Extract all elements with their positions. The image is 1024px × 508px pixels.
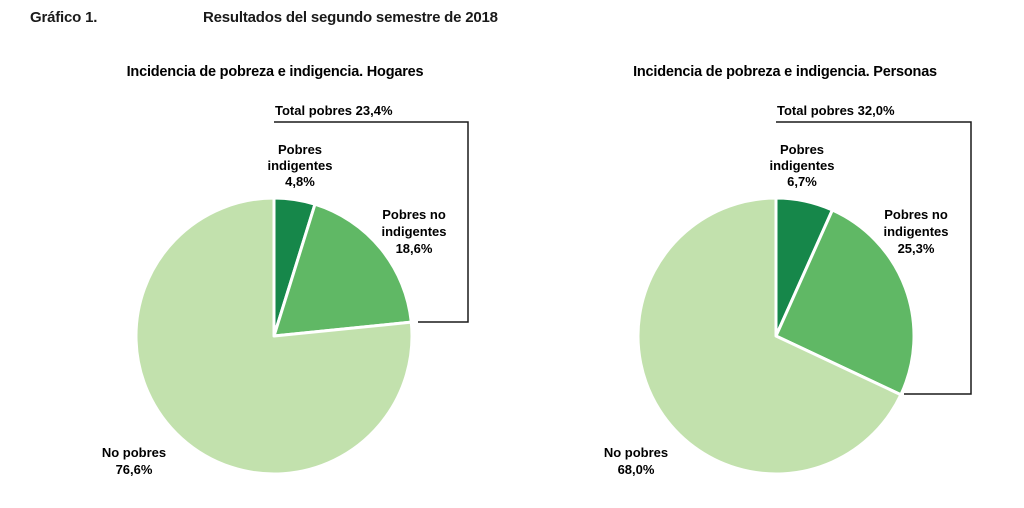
slice-label-no-indigentes-line2: indigentes bbox=[381, 224, 446, 239]
figure-title: Resultados del segundo semestre de 2018 bbox=[203, 9, 498, 26]
pie-hogares bbox=[134, 196, 414, 476]
slice-value-indigentes: 6,7% bbox=[787, 174, 817, 189]
slice-value-no-indigentes: 25,3% bbox=[898, 241, 935, 256]
slice-pobres-no-indigentes bbox=[774, 208, 916, 397]
slice-value-no-pobres: 76,6% bbox=[116, 462, 153, 477]
slice-label-no-indigentes-line2: indigentes bbox=[883, 224, 948, 239]
slice-pobres-no-indigentes bbox=[272, 202, 413, 338]
total-pobres-label: Total pobres 32,0% bbox=[777, 103, 895, 118]
pie-personas bbox=[636, 196, 916, 476]
slice-label-no-pobres: No pobres bbox=[604, 445, 668, 460]
slice-value-indigentes: 4,8% bbox=[285, 174, 315, 189]
total-bracket bbox=[776, 121, 972, 395]
slice-label-no-indigentes-line1: Pobres no bbox=[382, 207, 446, 222]
chart-hogares: Incidencia de pobreza e indigencia. Hoga… bbox=[102, 64, 469, 477]
slice-value-no-pobres: 68,0% bbox=[618, 462, 655, 477]
slice-label-no-pobres: No pobres bbox=[102, 445, 166, 460]
chart-personas: Incidencia de pobreza e indigencia. Pers… bbox=[604, 64, 972, 477]
slice-label-indigentes-line2: indigentes bbox=[267, 158, 332, 173]
chart-title: Incidencia de pobreza e indigencia. Hoga… bbox=[127, 64, 424, 80]
chart-title: Incidencia de pobreza e indigencia. Pers… bbox=[633, 64, 937, 80]
slice-label-indigentes-line1: Pobres bbox=[278, 142, 322, 157]
slice-label-indigentes-line1: Pobres bbox=[780, 142, 824, 157]
slice-no-pobres bbox=[636, 196, 903, 476]
slice-label-indigentes-line2: indigentes bbox=[769, 158, 834, 173]
slice-value-no-indigentes: 18,6% bbox=[396, 241, 433, 256]
slice-label-no-indigentes-line1: Pobres no bbox=[884, 207, 948, 222]
total-pobres-label: Total pobres 23,4% bbox=[275, 103, 393, 118]
figure-label: Gráfico 1. bbox=[30, 9, 98, 26]
slice-no-pobres bbox=[134, 196, 414, 476]
total-bracket bbox=[274, 121, 469, 323]
